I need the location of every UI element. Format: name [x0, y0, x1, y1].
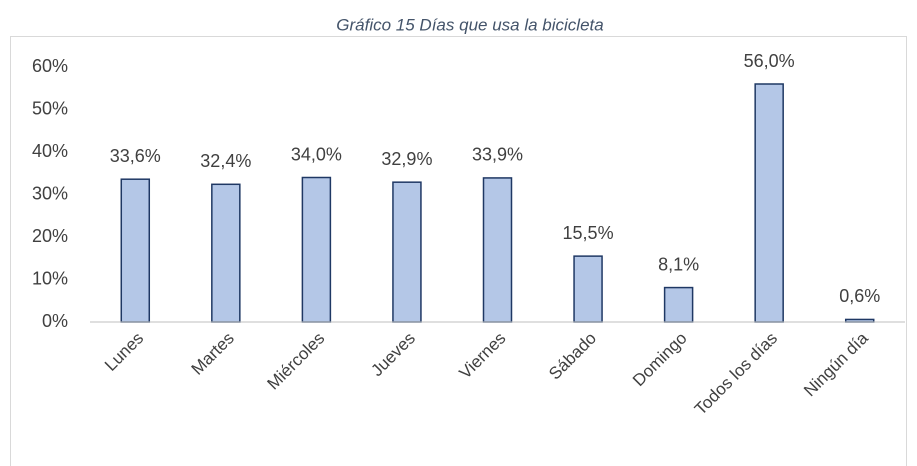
y-tick-label: 30% — [32, 183, 68, 203]
data-label: 0,6% — [839, 286, 880, 306]
bar — [120, 178, 151, 323]
x-tick-label: Martes — [188, 329, 238, 379]
bar — [754, 83, 784, 323]
y-tick-label: 50% — [32, 98, 68, 118]
data-label: 15,5% — [563, 223, 614, 243]
data-label: 34,0% — [291, 144, 342, 164]
data-label: 33,9% — [472, 145, 523, 165]
x-tick-label: Ningún día — [800, 328, 872, 400]
chart-frame — [10, 36, 907, 466]
data-label: 32,4% — [200, 151, 251, 171]
x-tick-label: Domingo — [629, 329, 691, 391]
bar — [482, 177, 513, 323]
bar — [392, 181, 422, 323]
data-label: 32,9% — [381, 149, 432, 169]
data-label: 56,0% — [744, 51, 795, 71]
x-tick-label: Todos los días — [691, 329, 781, 419]
x-tick-label: Sábado — [545, 329, 600, 384]
x-tick-label: Lunes — [101, 329, 147, 375]
y-tick-label: 60% — [32, 56, 68, 76]
data-label: 8,1% — [658, 254, 699, 274]
x-tick-label: Viernes — [456, 329, 510, 383]
y-tick-label: 0% — [42, 311, 68, 331]
x-tick-label: Miércoles — [264, 329, 329, 394]
x-tick-label: Jueves — [367, 329, 419, 381]
y-tick-label: 40% — [32, 141, 68, 161]
data-label: 33,6% — [110, 146, 161, 166]
y-tick-label: 10% — [32, 268, 68, 288]
bar — [301, 176, 332, 323]
y-tick-label: 20% — [32, 226, 68, 246]
bar — [663, 286, 694, 323]
bar — [573, 255, 603, 323]
chart-title: Gráfico 15 Días que usa la bicicleta — [336, 15, 603, 34]
bar — [211, 183, 241, 323]
